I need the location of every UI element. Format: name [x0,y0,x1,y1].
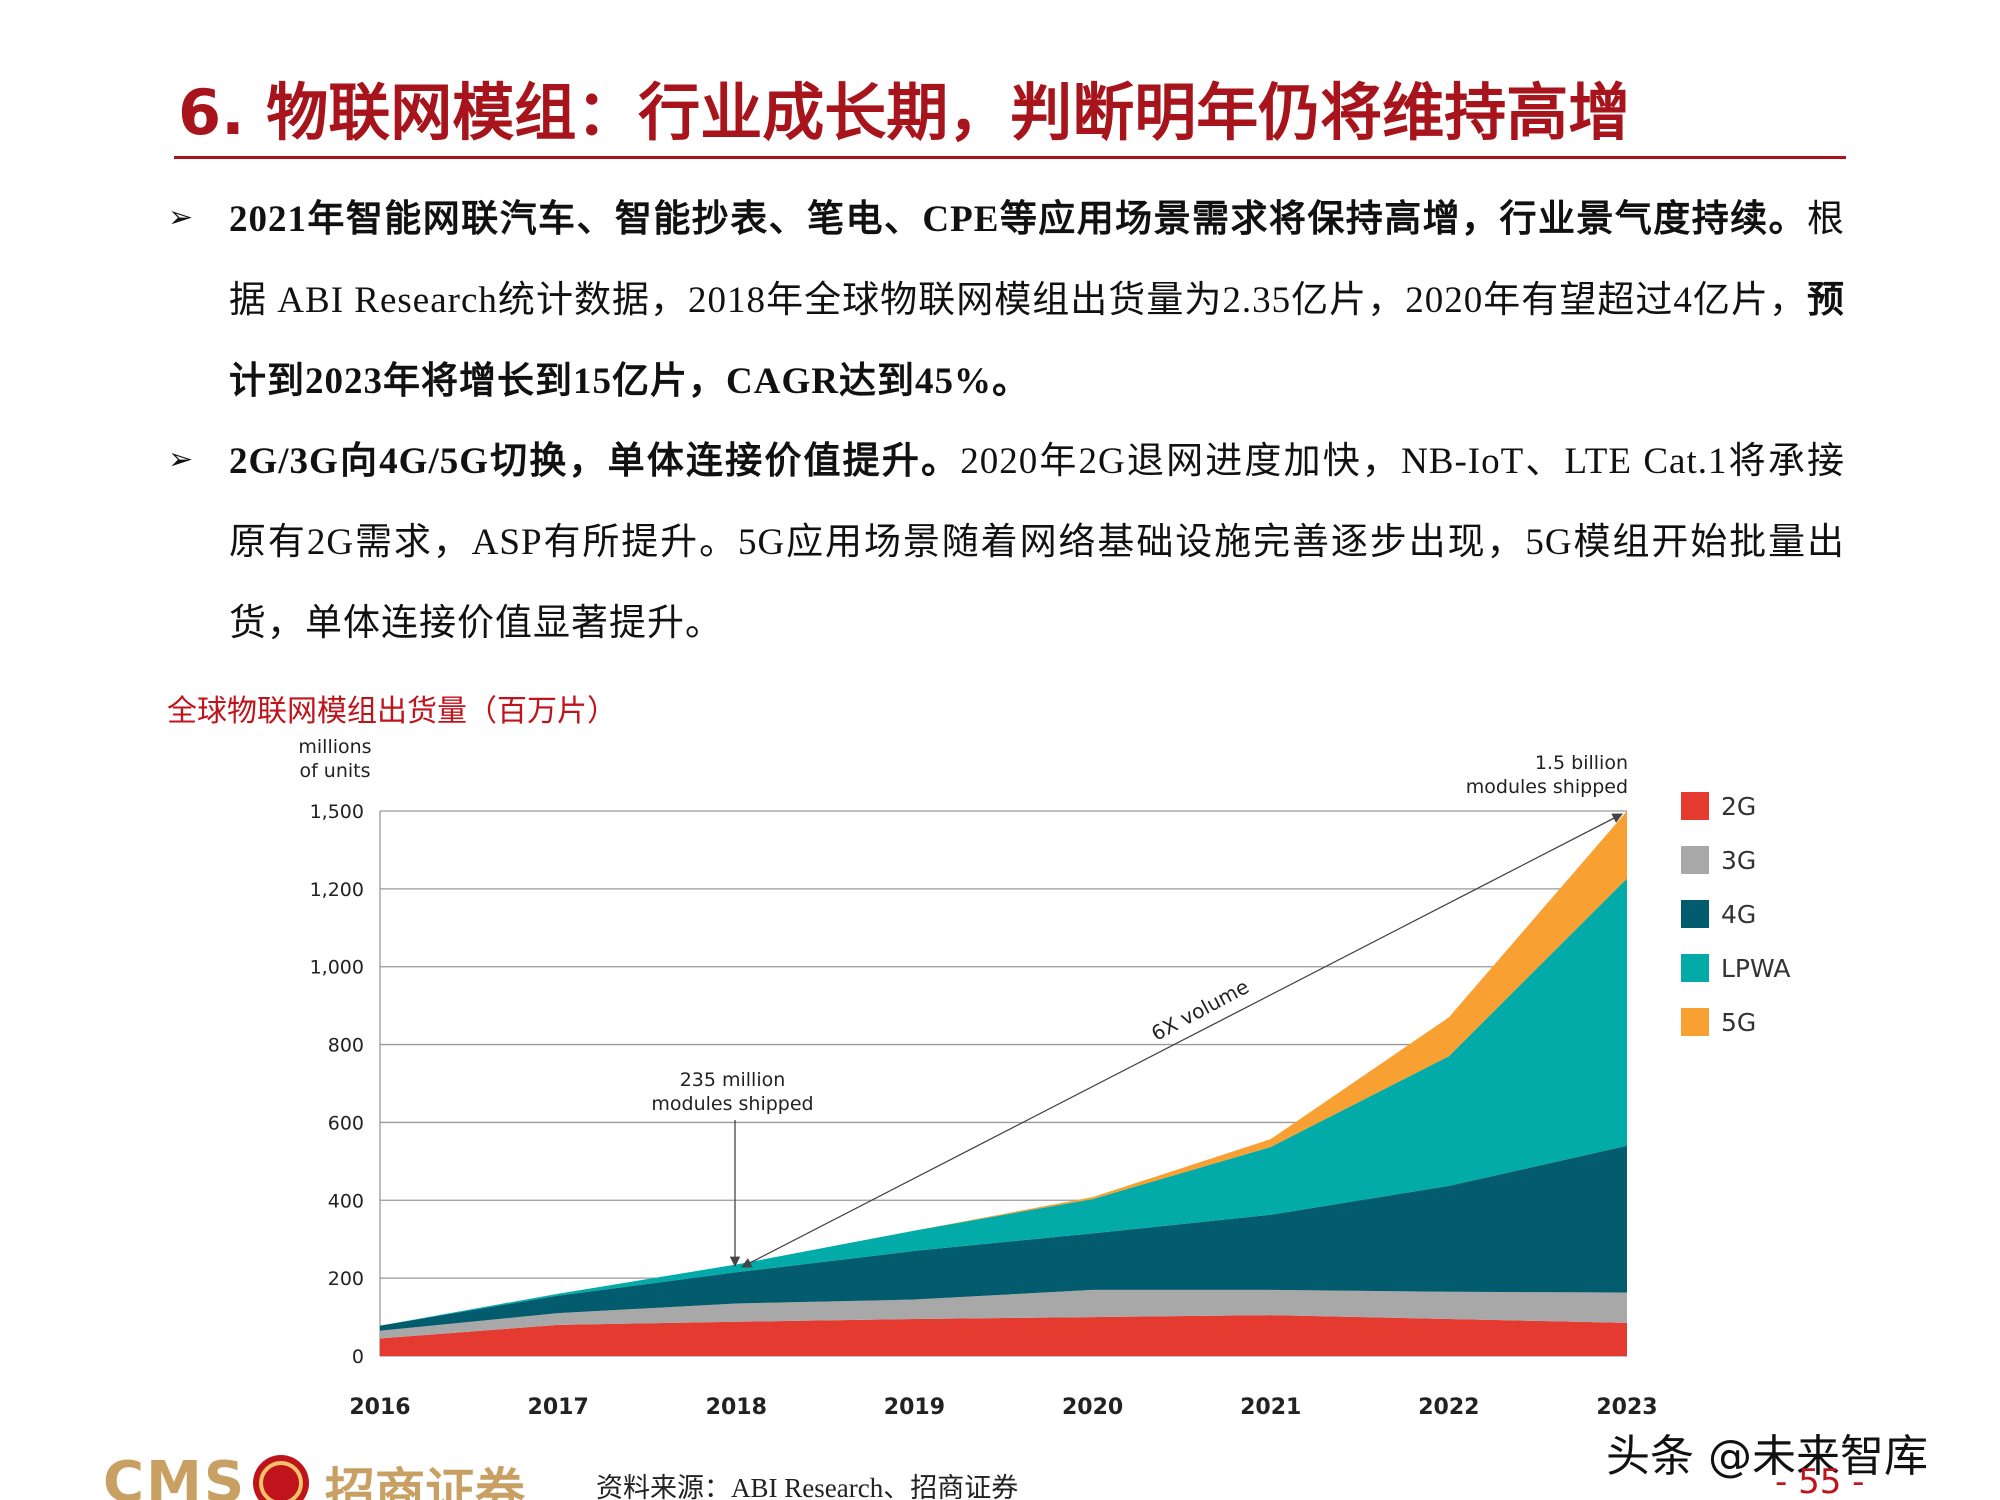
y-tick-label: 1,200 [310,879,364,901]
bullet-run: 根据 ABI Research统计数据，2018年全球物联网模组出货量为2.35… [229,199,1845,321]
y-tick-label: 0 [352,1346,364,1368]
slide-title: 6. 物联网模组：行业成长期，判断明年仍将维持高增 [178,76,1631,149]
legend-label: 2G [1721,792,1756,821]
watermark: 头条 @未来智库 [1606,1431,1928,1482]
x-tick-label: 2022 [1418,1395,1479,1420]
legend-swatch [1681,954,1709,982]
legend-label: 3G [1721,846,1756,875]
company-name: 招商证券 [325,1463,525,1500]
y-tick-label: 1,500 [310,801,364,823]
legend-label: 4G [1721,900,1756,929]
x-tick-label: 2021 [1240,1395,1301,1420]
legend-swatch [1681,900,1709,928]
area [380,1315,1627,1356]
x-tick-label: 2016 [349,1395,410,1420]
area [380,1145,1627,1331]
y-tick-label: 200 [328,1268,364,1290]
legend-swatch [1681,846,1709,874]
x-tick-label: 2017 [528,1395,589,1420]
bullet-text: 2G/3G向4G/5G切换，单体连接价值提升。2020年2G退网进度加快，NB-… [229,421,1845,664]
bullet-run: 预计到2023年将增长到15亿片，CAGR达到45%。 [229,280,1845,402]
y-axis-label: millions of units [298,736,372,782]
logo-text: CMS [103,1450,247,1500]
x-tick-label: 2019 [884,1395,945,1420]
legend-swatch [1681,1008,1709,1036]
area [380,1289,1627,1339]
annotation-arrow [741,813,1623,1268]
x-tick-label: 2018 [706,1395,767,1420]
bullet-marker: ➢ [168,200,194,235]
page-number: - 55 - [1775,1462,1865,1500]
bullet-run: 2020年2G退网进度加快，NB-IoT、LTE Cat.1将承接原有2G需求，… [229,441,1845,644]
x-tick-label: 2020 [1062,1395,1123,1420]
bullet-run: 2G/3G向4G/5G切换，单体连接价值提升。 [229,441,961,482]
bullet-run: 2021年智能网联汽车、智能抄表、笔电、CPE等应用场景需求将保持高增，行业景气… [229,199,1807,240]
legend-label: 5G [1721,1008,1756,1037]
y-tick-label: 600 [328,1112,364,1134]
annotation: 235 million modules shipped [651,1069,814,1115]
y-tick-label: 1,000 [310,957,364,979]
annotation: 1.5 billion modules shipped [1465,752,1628,798]
legend-label: LPWA [1721,954,1790,983]
x-tick-label: 2023 [1596,1395,1657,1420]
logo-icon [253,1455,309,1500]
title-rule [174,156,1846,159]
y-tick-label: 800 [328,1035,364,1057]
source-note: 资料来源：ABI Research、招商证券 [596,1473,1019,1500]
bullet-marker: ➢ [168,442,194,477]
legend-swatch [1681,792,1709,820]
bullet-text: 2021年智能网联汽车、智能抄表、笔电、CPE等应用场景需求将保持高增，行业景气… [229,179,1845,422]
chart-caption: 全球物联网模组出货量（百万片） [167,694,617,729]
y-tick-label: 400 [328,1190,364,1212]
